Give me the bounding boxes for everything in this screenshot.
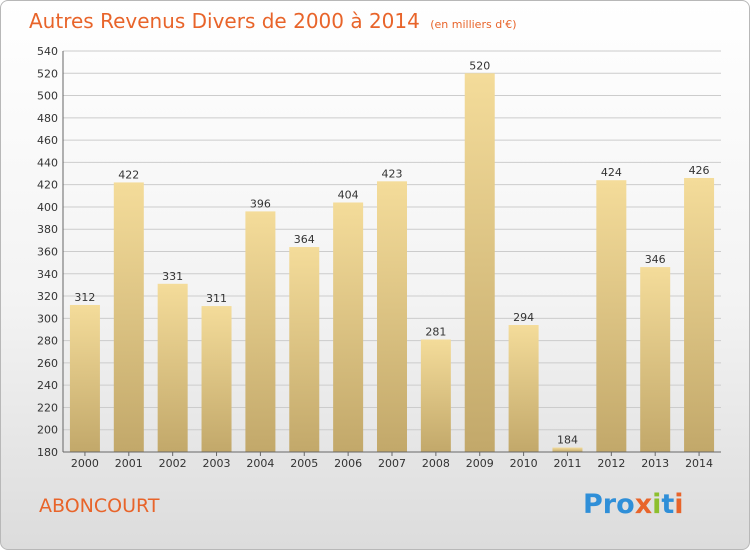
y-tick-label: 320 — [37, 290, 58, 303]
bar — [201, 306, 232, 452]
x-tick-label: 2013 — [641, 457, 669, 470]
bar — [420, 339, 451, 452]
bar — [157, 283, 188, 452]
x-tick-label: 2002 — [159, 457, 187, 470]
place-name: ABONCOURT — [39, 495, 160, 517]
chart-title: Autres Revenus Divers de 2000 à 2014 (en… — [29, 9, 517, 33]
x-tick-label: 2009 — [466, 457, 494, 470]
bar — [245, 211, 276, 452]
logo-letter: o — [616, 489, 635, 520]
data-label: 184 — [557, 434, 578, 447]
logo-letter: P — [583, 489, 603, 520]
x-tick-label: 2006 — [334, 457, 362, 470]
bar — [508, 325, 539, 452]
x-tick-label: 2003 — [203, 457, 231, 470]
y-tick-label: 380 — [37, 223, 58, 236]
data-label: 520 — [469, 59, 490, 72]
y-tick-label: 200 — [37, 424, 58, 437]
chart-title-text: Autres Revenus Divers de 2000 à 2014 — [29, 9, 420, 33]
bars — [69, 73, 715, 453]
data-label: 294 — [513, 311, 534, 324]
x-tick-label: 2007 — [378, 457, 406, 470]
x-tick-label: 2010 — [510, 457, 538, 470]
bar — [289, 247, 320, 452]
x-tick-label: 2004 — [246, 457, 274, 470]
x-tick-label: 2014 — [685, 457, 713, 470]
y-tick-label: 360 — [37, 246, 58, 259]
logo-letter: i — [652, 489, 662, 520]
x-tick-label: 2005 — [290, 457, 318, 470]
logo-letter: r — [602, 489, 617, 520]
y-tick-label: 420 — [37, 179, 58, 192]
y-tick-label: 500 — [37, 90, 58, 103]
axes — [62, 51, 721, 456]
data-label: 426 — [689, 164, 710, 177]
bar — [640, 267, 671, 452]
data-label: 422 — [118, 168, 139, 181]
labels: 180 200 220 240 260 280 300 320 340 360 380 400 420 4… — [37, 45, 713, 470]
data-label: 364 — [294, 233, 315, 246]
bar — [333, 202, 364, 452]
bar — [464, 73, 495, 453]
logo-letter: i — [674, 489, 684, 520]
y-tick-label: 540 — [37, 45, 58, 58]
logo-letter: x — [634, 489, 653, 520]
y-tick-label: 460 — [37, 134, 58, 147]
data-label: 424 — [601, 166, 622, 179]
y-tick-label: 220 — [37, 401, 58, 414]
y-tick-label: 260 — [37, 357, 58, 370]
data-label: 311 — [206, 292, 227, 305]
x-tick-label: 2011 — [553, 457, 581, 470]
bar — [69, 304, 100, 452]
data-label: 404 — [338, 188, 359, 201]
proxiti-logo: Proxiti — [583, 489, 684, 520]
data-label: 346 — [645, 253, 666, 266]
bar — [377, 181, 407, 452]
data-label: 312 — [74, 291, 95, 304]
y-tick-label: 400 — [37, 201, 58, 214]
y-tick-label: 280 — [37, 335, 58, 348]
data-label: 281 — [425, 325, 446, 338]
data-label: 423 — [382, 167, 403, 180]
logo-letter: t — [661, 489, 675, 520]
x-tick-label: 2008 — [422, 457, 450, 470]
y-tick-label: 240 — [37, 379, 58, 392]
x-tick-label: 2012 — [597, 457, 625, 470]
data-label: 396 — [250, 197, 271, 210]
y-tick-label: 180 — [37, 446, 58, 459]
bar — [113, 182, 144, 452]
y-tick-label: 340 — [37, 268, 58, 281]
data-label: 331 — [162, 270, 183, 283]
x-tick-label: 2001 — [115, 457, 143, 470]
chart-unit-label: (en milliers d'€) — [430, 18, 517, 31]
y-tick-label: 520 — [37, 67, 58, 80]
bar — [684, 177, 715, 452]
bar — [596, 180, 627, 452]
bar — [552, 447, 583, 452]
x-tick-label: 2000 — [71, 457, 99, 470]
y-tick-label: 440 — [37, 156, 58, 169]
y-tick-label: 480 — [37, 112, 58, 125]
y-tick-label: 300 — [37, 312, 58, 325]
